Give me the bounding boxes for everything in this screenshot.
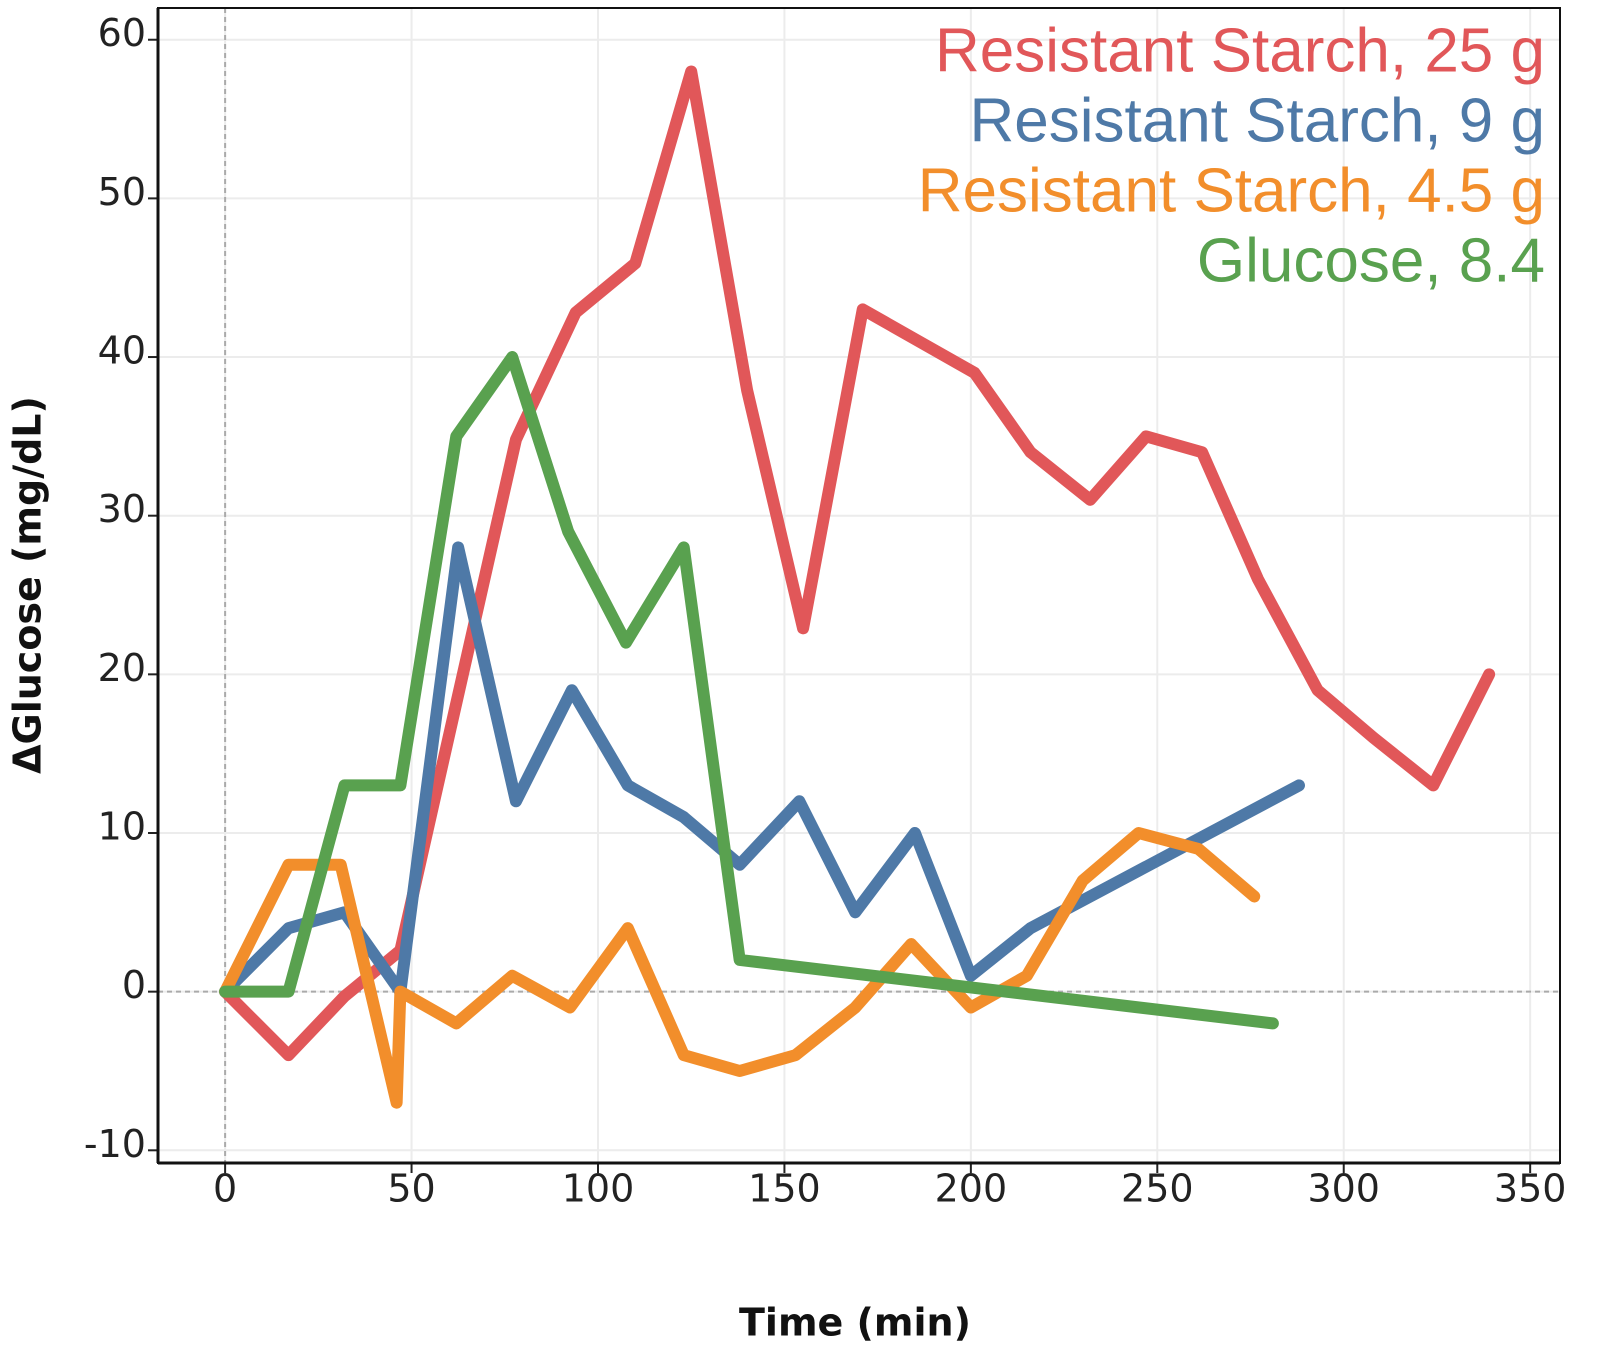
y-tick-label: 50 bbox=[98, 170, 146, 214]
x-tick-label: 300 bbox=[1307, 1167, 1380, 1211]
series-line bbox=[219, 351, 1279, 1030]
x-tick-label: 100 bbox=[562, 1167, 635, 1211]
y-tick-label: 60 bbox=[98, 11, 146, 55]
y-tick-label: 20 bbox=[98, 646, 146, 690]
series-line bbox=[219, 65, 1496, 1062]
series-line bbox=[219, 827, 1261, 1109]
x-tick-label: 0 bbox=[213, 1167, 237, 1211]
y-axis-label: ΔGlucose (mg/dL) bbox=[6, 396, 50, 774]
x-tick-label: 150 bbox=[748, 1167, 821, 1211]
y-tick-label: 0 bbox=[122, 963, 146, 1007]
y-tick-label: 30 bbox=[98, 487, 146, 531]
y-tick-label: 10 bbox=[98, 805, 146, 849]
y-tick-label: 40 bbox=[98, 329, 146, 373]
x-axis-label: Time (min) bbox=[739, 1301, 971, 1345]
legend-entry: Resistant Starch, 25 g bbox=[935, 16, 1545, 85]
series-line bbox=[219, 541, 1305, 998]
legend-entry: Glucose, 8.4 bbox=[1197, 226, 1545, 295]
legend-entry: Resistant Starch, 9 g bbox=[970, 86, 1546, 155]
legend-entry: Resistant Starch, 4.5 g bbox=[918, 156, 1545, 225]
x-tick-label: 250 bbox=[1121, 1167, 1194, 1211]
x-tick-label: 350 bbox=[1494, 1167, 1567, 1211]
y-tick-label: -10 bbox=[84, 1122, 146, 1166]
x-tick-label: 50 bbox=[387, 1167, 435, 1211]
x-tick-label: 200 bbox=[935, 1167, 1008, 1211]
